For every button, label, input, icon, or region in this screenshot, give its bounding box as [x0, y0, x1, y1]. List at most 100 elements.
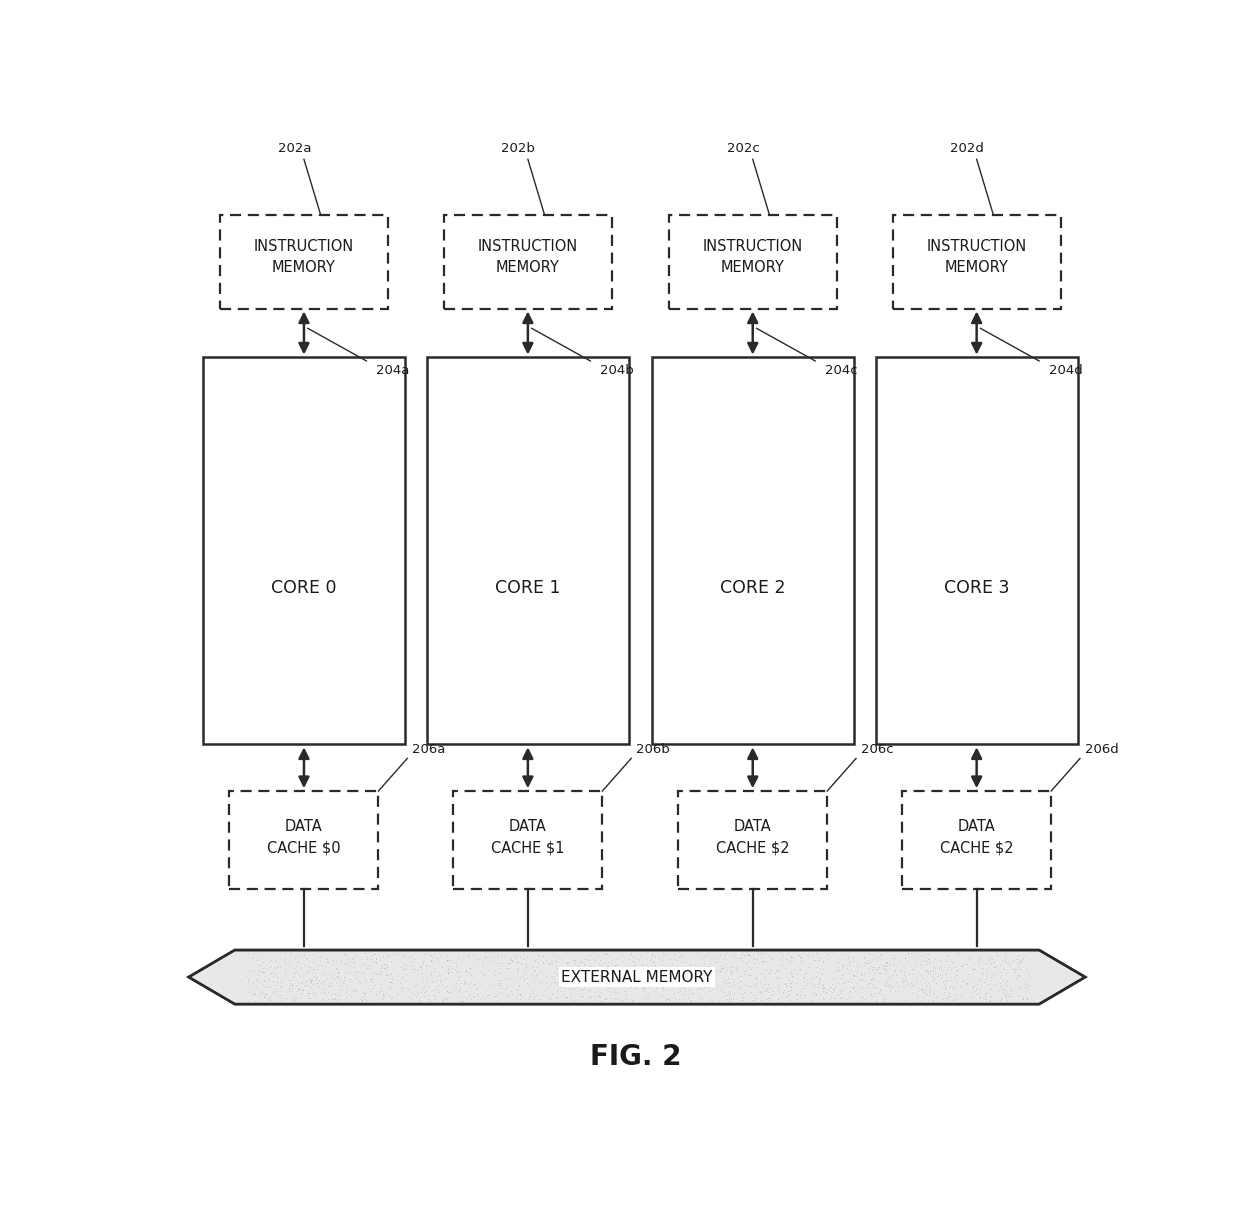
Point	[707, 947, 727, 966]
Point	[771, 969, 791, 988]
Point	[751, 951, 771, 970]
Point	[706, 962, 725, 981]
Point	[517, 969, 537, 988]
Point	[976, 953, 996, 972]
Point	[486, 992, 506, 1011]
Point	[813, 977, 833, 997]
Point	[570, 946, 590, 965]
Point	[343, 957, 363, 976]
Point	[708, 991, 728, 1010]
Point	[910, 992, 930, 1011]
Point	[575, 962, 595, 981]
Point	[954, 957, 973, 976]
Point	[961, 986, 981, 1005]
Point	[916, 960, 936, 980]
Point	[278, 988, 298, 1008]
Point	[471, 963, 491, 982]
Point	[352, 991, 372, 1010]
Point	[630, 975, 650, 994]
Point	[466, 948, 486, 968]
Point	[651, 974, 671, 993]
Point	[981, 980, 1001, 999]
Point	[487, 945, 507, 964]
Point	[523, 957, 543, 976]
Point	[758, 975, 777, 994]
Point	[314, 972, 334, 992]
Point	[1001, 957, 1021, 976]
Point	[746, 968, 766, 987]
Point	[658, 971, 678, 991]
Point	[397, 955, 417, 975]
Point	[981, 954, 1001, 974]
Point	[666, 958, 686, 977]
Point	[506, 952, 526, 971]
Point	[596, 977, 616, 997]
Point	[238, 943, 258, 963]
Point	[379, 980, 399, 999]
Point	[546, 972, 565, 992]
Point	[270, 955, 290, 975]
Point	[538, 977, 558, 997]
Point	[642, 962, 662, 981]
Point	[401, 982, 420, 1001]
Point	[363, 969, 383, 988]
Text: DATA
CACHE $2: DATA CACHE $2	[715, 819, 790, 855]
Point	[714, 982, 734, 1001]
Point	[994, 985, 1014, 1004]
Point	[960, 988, 980, 1008]
Point	[986, 964, 1006, 983]
Point	[510, 985, 529, 1004]
Point	[952, 954, 972, 974]
Point	[713, 968, 733, 987]
Point	[880, 968, 900, 987]
Point	[781, 972, 801, 992]
Point	[688, 985, 708, 1004]
Point	[655, 991, 675, 1010]
Point	[937, 947, 957, 966]
Point	[280, 978, 300, 998]
Point	[745, 975, 765, 994]
Point	[642, 970, 662, 989]
Point	[409, 988, 429, 1008]
Point	[372, 981, 392, 1000]
Point	[867, 959, 887, 978]
Text: DATA
CACHE $1: DATA CACHE $1	[491, 819, 564, 855]
Point	[952, 955, 972, 975]
Point	[528, 972, 548, 992]
Point	[288, 952, 308, 971]
Point	[439, 963, 459, 982]
Point	[962, 969, 982, 988]
Point	[324, 951, 343, 970]
Point	[797, 975, 817, 994]
Point	[379, 986, 399, 1005]
Point	[335, 963, 355, 982]
Point	[699, 960, 719, 980]
Point	[702, 992, 722, 1011]
Point	[546, 974, 565, 993]
Point	[502, 951, 522, 970]
Text: CORE 1: CORE 1	[495, 579, 560, 597]
Point	[312, 955, 332, 975]
Point	[843, 965, 863, 985]
Point	[903, 975, 923, 994]
Point	[724, 974, 744, 993]
Point	[792, 952, 812, 971]
Point	[591, 955, 611, 975]
Point	[242, 986, 262, 1005]
Point	[336, 978, 356, 998]
Point	[818, 978, 838, 998]
Point	[588, 964, 608, 983]
Point	[244, 983, 264, 1003]
Point	[522, 980, 542, 999]
Point	[489, 972, 508, 992]
Point	[263, 945, 283, 964]
Point	[332, 977, 352, 997]
Point	[1009, 959, 1029, 978]
Point	[249, 962, 269, 981]
Point	[661, 962, 681, 981]
Point	[372, 989, 392, 1009]
Point	[880, 954, 900, 974]
Point	[763, 949, 782, 969]
Point	[309, 985, 329, 1004]
Point	[288, 982, 308, 1001]
